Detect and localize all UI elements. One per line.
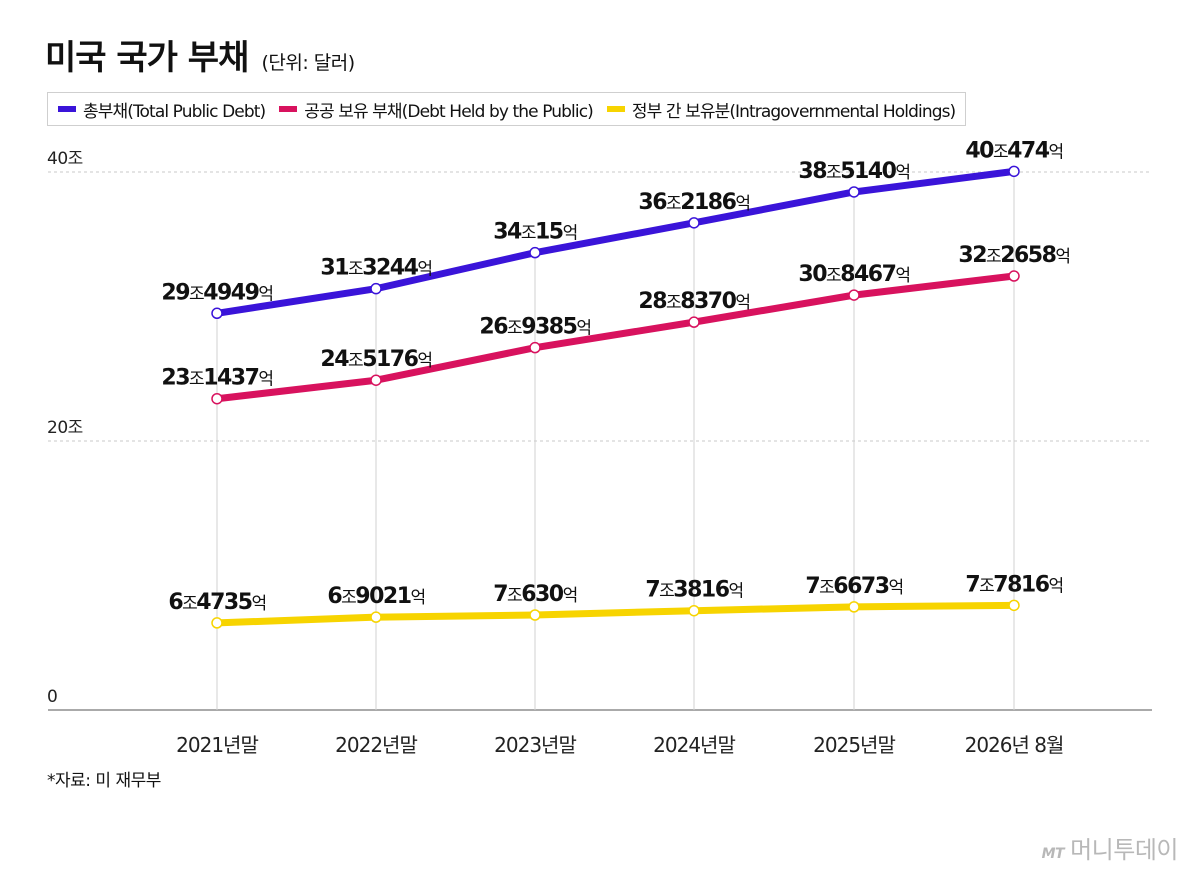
data-label: 7조6673억 <box>805 574 902 599</box>
data-label: 36조2186억 <box>638 190 749 215</box>
data-label: 29조4949억 <box>161 280 272 305</box>
data-label: 6조4735억 <box>168 590 265 615</box>
data-label: 30조8467억 <box>798 262 909 287</box>
data-point <box>211 392 223 405</box>
series-line <box>213 272 1018 403</box>
data-point <box>848 289 860 301</box>
source-note: *자료: 미 재무부 <box>47 771 161 791</box>
data-point <box>688 316 700 328</box>
legend-item: 총부채(Total Public Debt) <box>58 97 266 122</box>
unit-note: (단위: 달러) <box>261 52 355 74</box>
data-label: 32조2658억 <box>958 243 1069 268</box>
legend-label: 공공 보유 부채(Debt Held by the Public) <box>304 101 594 122</box>
data-label: 28조8370억 <box>638 289 749 314</box>
data-point <box>211 617 223 629</box>
data-point <box>370 611 382 623</box>
title-row: 미국 국가 부채 (단위: 달러) <box>45 30 355 79</box>
data-point <box>529 246 541 259</box>
data-label: 38조5140억 <box>798 159 909 184</box>
data-label: 6조9021억 <box>327 584 424 609</box>
series-line <box>213 601 1018 627</box>
y-tick-label: 20조 <box>47 418 83 438</box>
data-label: 34조15억 <box>493 220 577 245</box>
series-line <box>213 167 1018 317</box>
data-point <box>529 609 541 621</box>
x-tick-label: 2022년말 <box>335 733 417 757</box>
y-tick-label: 40조 <box>47 149 83 169</box>
data-label: 26조9385억 <box>479 315 590 340</box>
brand-name: 머니투데이 <box>1070 836 1178 864</box>
data-label: 23조1437억 <box>161 366 272 391</box>
data-label: 40조474억 <box>965 138 1062 163</box>
x-tick-label: 2023년말 <box>494 733 576 757</box>
data-point <box>848 601 860 613</box>
data-point <box>1008 599 1020 612</box>
data-label: 24조5176억 <box>320 347 431 372</box>
x-tick-label: 2024년말 <box>653 733 735 757</box>
data-point <box>848 186 860 198</box>
data-point <box>529 341 541 354</box>
legend-swatch <box>279 106 298 112</box>
x-tick-label: 2021년말 <box>176 733 258 757</box>
data-point <box>211 307 223 320</box>
legend-item: 정부 간 보유분(Intragovernmental Holdings) <box>606 97 956 122</box>
y-tick-label: 0 <box>47 687 57 707</box>
legend-label: 총부채(Total Public Debt) <box>83 101 266 122</box>
x-tick-label: 2025년말 <box>813 733 895 757</box>
brand-logo: MT 머니투데이 <box>1041 830 1179 865</box>
data-label: 7조3816억 <box>645 578 742 603</box>
data-label: 7조630억 <box>493 582 577 607</box>
data-point <box>370 374 382 386</box>
legend-swatch <box>606 106 625 112</box>
data-point <box>688 217 700 229</box>
legend-label: 정부 간 보유분(Intragovernmental Holdings) <box>631 101 956 122</box>
data-point <box>1008 270 1020 282</box>
brand-mark: MT <box>1041 846 1065 862</box>
data-label: 7조7816억 <box>965 572 1062 597</box>
x-tick-label: 2026년 8월 <box>965 733 1064 757</box>
legend-item: 공공 보유 부채(Debt Held by the Public) <box>279 97 594 122</box>
chart-title: 미국 국가 부채 <box>45 38 249 78</box>
data-point <box>688 604 700 617</box>
data-label: 31조3244억 <box>320 256 431 281</box>
data-point <box>1008 165 1020 178</box>
legend-swatch <box>58 106 76 112</box>
data-point <box>370 282 382 295</box>
legend: 총부채(Total Public Debt) 공공 보유 부채(Debt Held… <box>47 92 967 126</box>
